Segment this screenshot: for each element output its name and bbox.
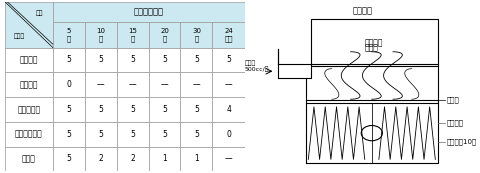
Text: —: — <box>161 80 168 89</box>
Text: 5: 5 <box>98 130 103 139</box>
Text: 5: 5 <box>66 130 71 139</box>
Bar <box>149 147 180 171</box>
Text: —: — <box>225 80 232 89</box>
Bar <box>212 97 245 122</box>
Text: 送気量
500cc/㎜: 送気量 500cc/㎜ <box>245 60 269 72</box>
Bar <box>53 2 245 22</box>
Text: 5: 5 <box>98 55 103 64</box>
Text: 1: 1 <box>162 154 167 163</box>
Bar <box>149 97 180 122</box>
Bar <box>180 72 213 97</box>
Text: 5: 5 <box>162 130 167 139</box>
Bar <box>53 122 84 147</box>
Text: 5: 5 <box>194 55 199 64</box>
Text: サンプル10ｇ: サンプル10ｇ <box>447 138 477 145</box>
Text: 0: 0 <box>226 130 231 139</box>
Bar <box>180 48 213 72</box>
Bar <box>180 122 213 147</box>
Bar <box>117 72 149 97</box>
Bar <box>5 97 53 122</box>
Text: 5: 5 <box>66 55 71 64</box>
Bar <box>212 72 245 97</box>
Text: 5: 5 <box>194 130 199 139</box>
Text: —: — <box>129 80 136 89</box>
Bar <box>5 2 53 48</box>
Bar <box>117 22 149 48</box>
Text: 発煙室: 発煙室 <box>365 43 379 52</box>
Text: 5: 5 <box>162 55 167 64</box>
Bar <box>84 147 117 171</box>
Text: 0: 0 <box>66 80 71 89</box>
Bar <box>212 147 245 171</box>
Bar <box>53 72 84 97</box>
Text: ガ　ス: ガ ス <box>447 97 460 103</box>
Text: 時間: 時間 <box>36 10 43 16</box>
Text: 5: 5 <box>66 105 71 114</box>
Bar <box>84 22 117 48</box>
Polygon shape <box>306 65 438 163</box>
Text: 5: 5 <box>130 105 135 114</box>
Text: 5: 5 <box>226 55 231 64</box>
Bar <box>84 72 117 97</box>
Text: 5: 5 <box>98 105 103 114</box>
Text: 2: 2 <box>130 154 135 163</box>
Text: 2: 2 <box>98 154 103 163</box>
Text: 生存マウス数: 生存マウス数 <box>134 7 164 16</box>
Bar <box>84 97 117 122</box>
Circle shape <box>361 125 383 141</box>
Bar <box>53 147 84 171</box>
Bar <box>311 19 438 66</box>
Text: ポリアミド: ポリアミド <box>17 105 40 114</box>
Bar <box>5 48 53 72</box>
Bar <box>53 48 84 72</box>
Bar <box>212 122 245 147</box>
Bar <box>53 97 84 122</box>
Bar <box>84 122 117 147</box>
Bar <box>117 147 149 171</box>
Text: 5: 5 <box>130 55 135 64</box>
Bar <box>5 72 53 97</box>
Bar <box>117 48 149 72</box>
Text: ヒーター: ヒーター <box>447 120 464 126</box>
Bar <box>5 147 53 171</box>
Text: マウス室: マウス室 <box>365 38 384 47</box>
Text: メタアラミド: メタアラミド <box>15 130 43 139</box>
Text: ビニロン: ビニロン <box>20 55 38 64</box>
Bar <box>212 22 245 48</box>
Bar <box>53 22 84 48</box>
Text: 5: 5 <box>162 105 167 114</box>
Text: 10
分: 10 分 <box>96 28 105 42</box>
Bar <box>180 97 213 122</box>
Bar <box>117 97 149 122</box>
Bar <box>5 122 53 147</box>
Text: 5: 5 <box>130 130 135 139</box>
Bar <box>212 48 245 72</box>
Text: 5
分: 5 分 <box>67 28 71 42</box>
Bar <box>117 122 149 147</box>
Text: 15
分: 15 分 <box>128 28 137 42</box>
Text: 羊　毛: 羊 毛 <box>22 154 36 163</box>
Bar <box>180 22 213 48</box>
Text: 20
分: 20 分 <box>160 28 169 42</box>
Text: 5: 5 <box>66 154 71 163</box>
Bar <box>149 72 180 97</box>
Bar <box>149 48 180 72</box>
Text: 1: 1 <box>194 154 199 163</box>
Bar <box>180 147 213 171</box>
Text: —: — <box>225 154 232 163</box>
Text: 素　材: 素 材 <box>13 33 25 39</box>
Text: 4: 4 <box>226 105 231 114</box>
Text: —: — <box>97 80 105 89</box>
Text: 5: 5 <box>194 105 199 114</box>
Text: 実験装置: 実験装置 <box>352 7 372 16</box>
Bar <box>149 122 180 147</box>
Text: 24
時間: 24 時間 <box>224 28 233 42</box>
Text: —: — <box>192 80 200 89</box>
Text: アクリル: アクリル <box>20 80 38 89</box>
Bar <box>84 48 117 72</box>
Text: 30
分: 30 分 <box>192 28 201 42</box>
Bar <box>149 22 180 48</box>
